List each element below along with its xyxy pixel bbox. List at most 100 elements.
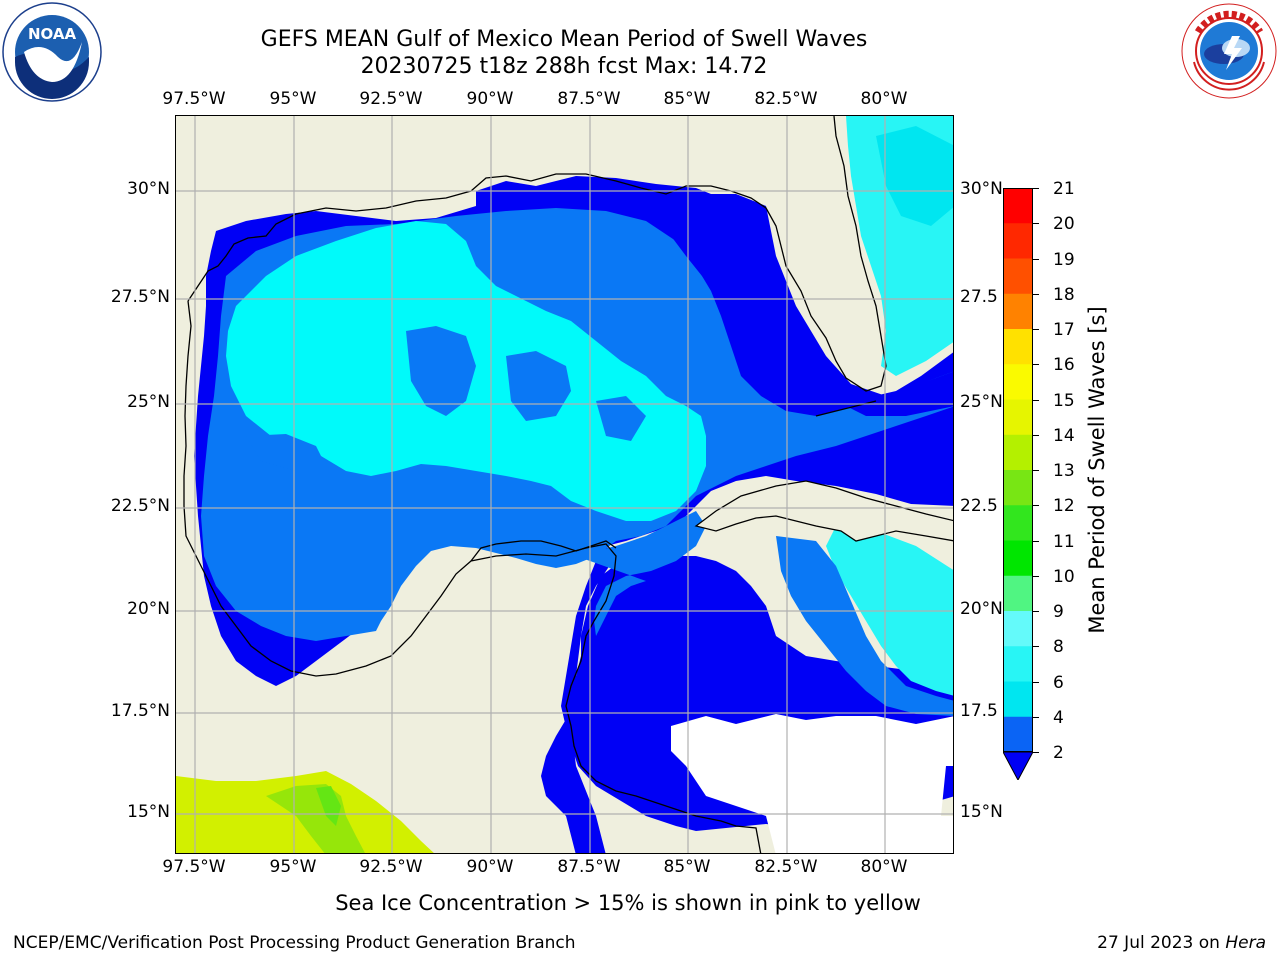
gulf-medium-patch [406, 326, 476, 416]
colorbar-segment [1003, 258, 1033, 295]
lat-label-left: 17.5°N [110, 701, 170, 721]
lon-label-bottom: 97.5°W [162, 857, 226, 877]
lat-label-right: 25°N [960, 392, 1003, 412]
pacific-green [266, 784, 365, 853]
colorbar-tick-mark [1033, 223, 1039, 225]
colorbar-tick-label: 9 [1053, 602, 1064, 622]
lon-label-top: 85°W [663, 89, 711, 109]
dateline: 27 Jul 2023 on Hera [1097, 933, 1266, 953]
lat-label-left: 20°N [127, 599, 170, 619]
atlantic-cyan-patch [876, 126, 953, 226]
colorbar-tick-mark [1033, 188, 1039, 189]
lon-label-bottom: 92.5°W [359, 857, 423, 877]
colorbar-tick-mark [1033, 505, 1039, 507]
colorbar-tick-mark [1033, 434, 1039, 436]
colorbar-tick-label: 6 [1053, 672, 1064, 693]
colorbar-tick-mark [1033, 716, 1039, 718]
lon-label-top: 97.5°W [162, 89, 226, 109]
lat-label-left: 27.5°N [110, 287, 170, 307]
colorbar-tick-label: 20 [1053, 214, 1075, 235]
caribbean-medium [776, 536, 953, 716]
colorbar-tick-label: 4 [1053, 707, 1064, 728]
map-panel [175, 115, 954, 854]
colorbar-tick-mark [1033, 293, 1039, 295]
lon-label-top: 82.5°W [754, 89, 818, 109]
host-text: Hera [1225, 933, 1266, 953]
lat-label-right: 22.5 [960, 496, 998, 516]
colorbar-tick-mark [1033, 329, 1039, 330]
credit-text: NCEP/EMC/Verification Post Processing Pr… [13, 933, 576, 953]
colorbar-tick-mark [1033, 752, 1039, 753]
colorbar-tick-label: 10 [1053, 566, 1075, 587]
colorbar-segment [1003, 575, 1033, 612]
colorbar-tick-label: 16 [1053, 355, 1075, 376]
colorbar-segment [1003, 399, 1033, 436]
colorbar-segment [1003, 434, 1033, 471]
lon-label-bottom: 87.5°W [557, 857, 621, 877]
caribbean-nodata [671, 714, 953, 853]
colorbar-segment [1003, 505, 1033, 541]
colorbar-svg [1002, 188, 1034, 782]
colorbar-segment [1003, 611, 1033, 647]
colorbar-tick-label: 21 [1053, 179, 1075, 199]
colorbar-segment [1003, 364, 1033, 400]
lat-label-left: 30°N [127, 179, 170, 199]
lon-label-top: 92.5°W [359, 89, 423, 109]
colorbar-tick-mark [1033, 364, 1039, 366]
colorbar-tick-mark [1033, 258, 1039, 260]
colorbar-tick-label: 8 [1053, 637, 1064, 658]
colorbar-tick-label: 15 [1053, 390, 1075, 411]
colorbar-tick-mark [1033, 399, 1039, 401]
noaa-logo: NOAA [2, 2, 102, 102]
colorbar [1002, 188, 1034, 782]
colorbar-tick-mark [1033, 611, 1039, 612]
colorbar-segment [1003, 329, 1033, 365]
colorbar-segment [1003, 188, 1033, 224]
lon-label-top: 95°W [269, 89, 317, 109]
map-subtitle: 20230725 t18z 288h fcst Max: 14.72 [360, 54, 768, 79]
colorbar-tick-mark [1033, 681, 1039, 683]
colorbar-segment [1003, 646, 1033, 682]
colorbar-segment [1003, 293, 1033, 330]
gulf-medium-patch [596, 396, 646, 441]
colorbar-tick-mark [1033, 470, 1039, 471]
colorbar-tick-mark [1033, 646, 1039, 648]
colorbar-segment [1003, 223, 1033, 259]
gulf-east-deep [656, 194, 953, 416]
colorbar-tick-label: 2 [1053, 743, 1064, 763]
colorbar-tick-label: 19 [1053, 249, 1075, 270]
lon-label-bottom: 80°W [860, 857, 908, 877]
graticule [176, 116, 953, 853]
colorbar-segment [1003, 681, 1033, 718]
nws-logo [1180, 2, 1278, 100]
gulf-coastline [187, 116, 887, 392]
yucatan-channel-water [576, 511, 706, 636]
colorbar-segment [1003, 540, 1033, 577]
lat-label-right: 15°N [960, 802, 1003, 822]
lon-label-bottom: 82.5°W [754, 857, 818, 877]
colorbar-tick-label: 17 [1053, 320, 1075, 340]
lat-label-right: 17.5 [960, 701, 998, 721]
colorbar-under-arrow [1002, 751, 1034, 782]
pacific-green-dark [316, 786, 341, 826]
gulf-medium-patch [246, 434, 326, 471]
lat-label-right: 30°N [960, 179, 1003, 199]
colorbar-tick-label: 13 [1053, 461, 1075, 481]
lat-label-left: 15°N [127, 802, 170, 822]
lon-label-bottom: 85°W [663, 857, 711, 877]
colorbar-tick-label: 11 [1053, 531, 1075, 552]
lat-label-right: 27.5 [960, 287, 998, 307]
noaa-logo-text: NOAA [28, 25, 77, 43]
colorbar-segment [1003, 470, 1033, 506]
west-gulf-coastline [183, 300, 762, 853]
colorbar-outline [1003, 188, 1033, 752]
colorbar-segment [1003, 716, 1033, 753]
lat-label-left: 25°N [127, 392, 170, 412]
colorbar-label: Mean Period of Swell Waves [s] [1085, 306, 1109, 634]
cuba-coastline [694, 480, 953, 542]
date-text: 27 Jul 2023 on [1097, 933, 1220, 953]
colorbar-tick-mark [1033, 540, 1039, 542]
colorbar-tick-label: 12 [1053, 496, 1075, 517]
lon-label-bottom: 90°W [466, 857, 514, 877]
yucatan-coastline [470, 540, 617, 562]
